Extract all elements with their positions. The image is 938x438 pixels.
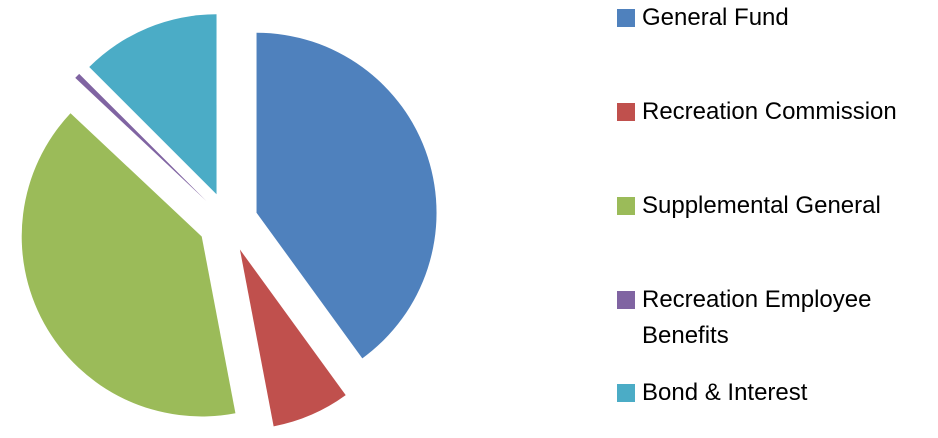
legend-label: Recreation Employee Benefits [642,286,872,349]
pie-slice [75,73,207,202]
pie-slice [239,249,346,427]
legend-label: General Fund [642,4,789,31]
legend-label: Recreation Commission [642,98,897,125]
legend-swatch [617,291,635,309]
legend-item: Supplemental General [617,188,935,224]
legend-swatch [617,384,635,402]
legend-swatch [617,9,635,27]
legend-item: General Fund [617,0,935,36]
legend-swatch [617,103,635,121]
pie-slice [256,32,437,359]
pie-slice [21,113,236,417]
legend-item: Bond & Interest [617,375,935,411]
legend-item: Recreation Commission [617,94,935,130]
pie-area [21,14,437,427]
legend-swatch [617,197,635,215]
legend-label: Bond & Interest [642,379,808,406]
legend-label: Supplemental General [642,192,881,219]
pie-slice [89,14,217,195]
legend-item: Recreation Employee Benefits [617,282,935,354]
